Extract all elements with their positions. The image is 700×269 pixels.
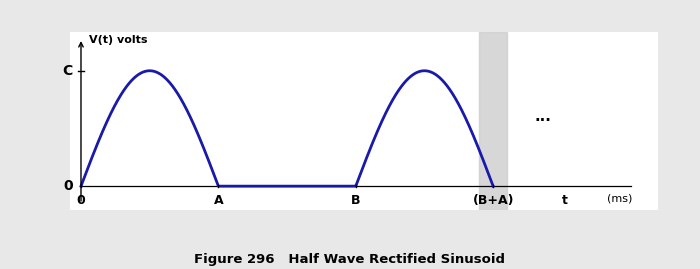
Text: ...: ... (534, 109, 551, 124)
Text: C: C (62, 64, 73, 78)
Text: Figure 296   Half Wave Rectified Sinusoid: Figure 296 Half Wave Rectified Sinusoid (195, 253, 505, 266)
Text: V(t) volts: V(t) volts (89, 35, 148, 45)
Text: (B+A): (B+A) (473, 194, 514, 207)
Text: A: A (214, 194, 223, 207)
Bar (480, 32, 507, 210)
Text: (ms): (ms) (607, 194, 632, 204)
Text: B: B (351, 194, 360, 207)
Text: t: t (561, 194, 568, 207)
Text: 0: 0 (76, 194, 85, 207)
Text: 0: 0 (63, 179, 73, 193)
